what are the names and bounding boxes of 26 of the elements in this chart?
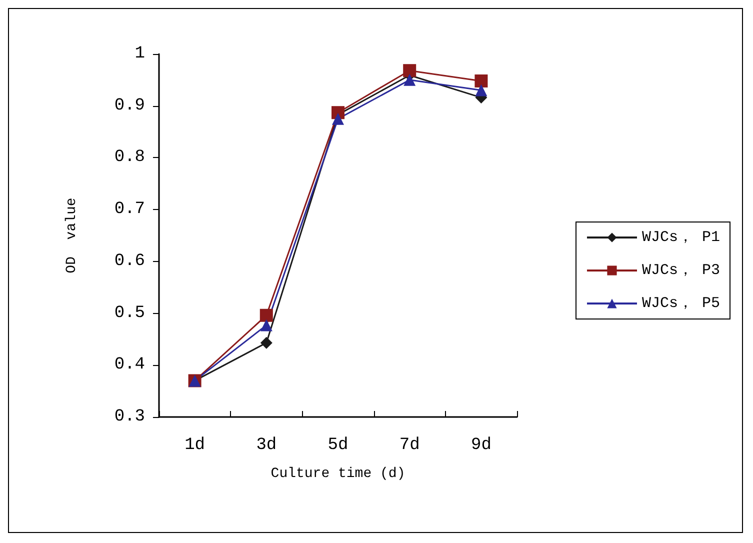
x-tick-label: 1d <box>184 436 206 455</box>
y-tick-label: 0.8 <box>114 148 145 168</box>
y-tick-label: 0.6 <box>114 252 145 271</box>
y-tick-label: 0.7 <box>114 200 145 220</box>
point <box>260 336 272 349</box>
y-tick-label: 0.9 <box>114 96 145 116</box>
y-tick-label: 0.5 <box>114 304 145 323</box>
point <box>474 74 488 88</box>
point <box>260 319 272 332</box>
point <box>404 74 416 86</box>
y-tick-label: 0.4 <box>114 356 145 375</box>
point <box>332 112 344 125</box>
legend-label: WJCs， P3 <box>642 262 720 279</box>
x-tick-label: 9d <box>470 436 492 455</box>
y-tick-label: 1 <box>134 44 145 64</box>
x-axis-title: Culture time (d) <box>270 466 406 482</box>
point <box>475 84 488 96</box>
legend-label: WJCs， P1 <box>642 229 720 246</box>
x-tick-label: 5d <box>328 436 348 455</box>
x-tick-label: 7d <box>399 436 420 455</box>
y-axis-title: OD value <box>64 198 80 274</box>
point <box>260 308 273 322</box>
y-tick-label: 0.3 <box>114 408 145 426</box>
legend-label: WJCs， P5 <box>642 295 720 312</box>
x-tick-label: 3d <box>256 436 277 455</box>
point <box>403 64 416 78</box>
